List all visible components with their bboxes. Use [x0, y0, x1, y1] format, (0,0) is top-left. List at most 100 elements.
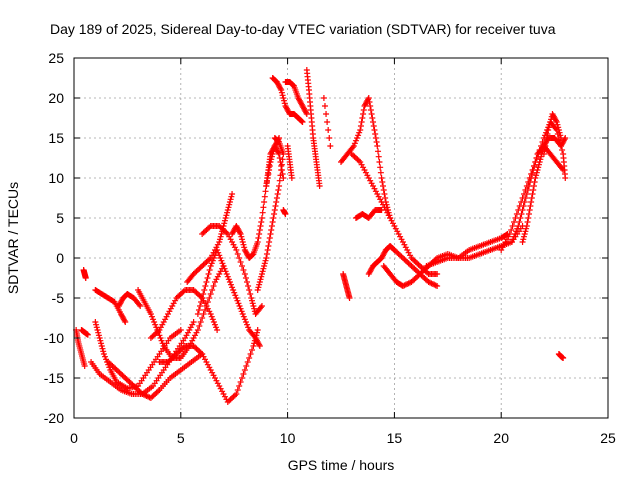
data-point [523, 225, 530, 232]
data-point [269, 219, 276, 225]
data-point [233, 295, 240, 301]
data-point [375, 148, 382, 155]
data-point [228, 193, 235, 200]
series-track-y [340, 271, 353, 301]
data-point [263, 251, 270, 257]
series-track-aj [555, 351, 567, 361]
data-point [378, 175, 385, 181]
data-point [249, 347, 255, 353]
data-point [379, 179, 386, 185]
data-point [357, 123, 364, 129]
data-point [204, 299, 211, 305]
data-point [224, 207, 231, 213]
data-point [359, 115, 366, 121]
series-track-z [352, 207, 385, 221]
data-point [560, 355, 567, 361]
data-point [509, 223, 516, 229]
data-point [260, 204, 267, 211]
data-point [559, 147, 566, 153]
data-point [159, 340, 166, 347]
data-point [366, 99, 373, 105]
data-point [382, 195, 389, 201]
data-point [528, 195, 535, 201]
data-point [271, 135, 278, 141]
data-point [222, 215, 229, 221]
series-track-n [194, 247, 263, 349]
data-point [279, 92, 286, 99]
data-point [253, 329, 260, 336]
data-point [381, 191, 388, 197]
data-point [272, 135, 279, 142]
data-point [239, 236, 246, 243]
data-point [277, 159, 284, 165]
data-point [98, 340, 105, 347]
data-point [360, 111, 367, 117]
x-tick-label: 25 [600, 430, 616, 446]
data-point [259, 268, 266, 275]
data-point [94, 327, 101, 333]
data-point [249, 300, 256, 307]
data-point [270, 215, 277, 221]
data-point [535, 161, 542, 168]
data-point [207, 311, 214, 317]
data-point [207, 291, 214, 297]
data-point [281, 100, 288, 107]
data-point [370, 123, 377, 129]
series-track-q [263, 143, 287, 189]
series-track-a [73, 327, 88, 369]
data-point [220, 263, 227, 269]
data-point [527, 203, 534, 209]
data-point [147, 311, 154, 317]
x-axis-title: GPS time / hours [288, 457, 395, 473]
data-point [519, 239, 526, 245]
data-point [524, 219, 531, 225]
data-point [357, 127, 364, 133]
data-point [261, 263, 268, 269]
data-point [84, 331, 91, 338]
data-point [225, 276, 232, 283]
data-point [241, 244, 248, 251]
data-point [240, 267, 247, 273]
series-track-k [156, 327, 261, 405]
data-point [262, 188, 269, 195]
data-point [216, 239, 223, 245]
data-point [219, 260, 226, 267]
y-tick-label: -15 [44, 370, 64, 386]
data-point [237, 379, 244, 385]
data-point [277, 85, 284, 92]
data-point [100, 348, 107, 355]
x-tick-label: 0 [70, 430, 78, 446]
data-point [369, 115, 376, 121]
data-point [346, 295, 353, 301]
data-point [196, 323, 203, 329]
data-point [190, 319, 197, 325]
data-point [545, 124, 552, 131]
data-point [523, 191, 530, 197]
data-point [377, 169, 384, 176]
data-point [520, 236, 527, 243]
data-point [225, 204, 232, 211]
data-point [256, 231, 263, 237]
data-point [561, 136, 568, 143]
x-tick-label: 20 [493, 430, 509, 446]
data-point [227, 281, 234, 288]
data-point [99, 345, 106, 352]
data-point [525, 211, 532, 217]
data-point [542, 143, 549, 149]
data-point [529, 191, 536, 197]
data-point [258, 303, 265, 309]
data-point [375, 153, 382, 160]
data-point [370, 119, 377, 125]
series-track-v [303, 67, 323, 189]
data-point [223, 271, 230, 277]
data-point [245, 324, 252, 331]
data-point [352, 137, 359, 144]
data-point [255, 235, 262, 241]
data-point [278, 87, 285, 93]
data-marks [73, 67, 569, 405]
data-point [524, 187, 531, 193]
data-point [257, 223, 264, 229]
data-point [523, 223, 530, 229]
series-track-c [80, 267, 89, 281]
series-track-p [254, 135, 287, 293]
